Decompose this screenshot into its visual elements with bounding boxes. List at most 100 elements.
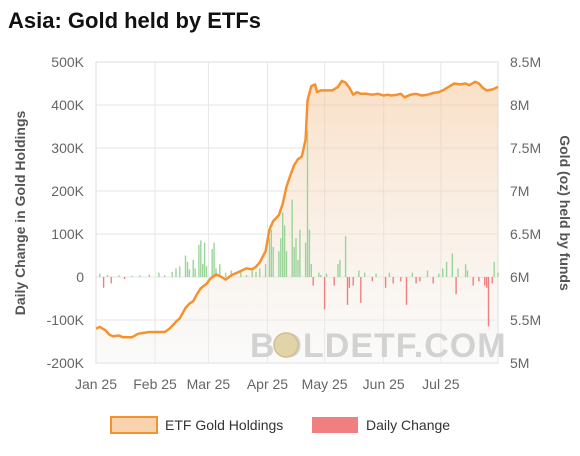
legend-label-daily-change: Daily Change <box>366 417 450 433</box>
daily-change-bar <box>118 275 120 277</box>
daily-change-bar <box>358 270 360 277</box>
legend-item-daily-change[interactable]: Daily Change <box>312 417 450 433</box>
daily-change-bar <box>148 274 150 277</box>
daily-change-bar <box>245 274 248 277</box>
x-tick-label: Jun 25 <box>363 376 405 392</box>
daily-change-bar <box>346 277 349 305</box>
y-right-tick-label: 5M <box>510 355 529 371</box>
daily-change-bar <box>255 271 257 277</box>
daily-change-bar <box>123 277 126 280</box>
daily-change-bar <box>442 268 444 277</box>
daily-change-bar <box>388 272 391 277</box>
daily-change-bar <box>264 264 267 277</box>
daily-change-bar <box>491 277 493 284</box>
y-right-tick-label: 8M <box>510 97 529 113</box>
y-right-axis-title: Gold (oz) held by funds <box>557 135 573 291</box>
daily-change-bar <box>205 266 208 278</box>
daily-change-bar <box>308 229 311 277</box>
daily-change-bar <box>411 272 413 277</box>
daily-change-bar <box>188 269 191 277</box>
chart-title: Asia: Gold held by ETFs <box>8 8 262 33</box>
y-right-tick-label: 5.5M <box>510 312 541 328</box>
y-right-tick-label: 8.5M <box>510 54 541 70</box>
x-tick-label: May 25 <box>302 376 348 392</box>
daily-change-bar <box>464 264 467 277</box>
daily-change-bar <box>106 274 109 277</box>
daily-change-bar <box>285 251 288 277</box>
y-right-axis-ticks: 8.5M 8M 7.5M 7M 6.5M 6M 5.5M 5M <box>510 54 541 371</box>
daily-change-bar <box>283 225 286 277</box>
daily-change-bar <box>293 246 295 277</box>
daily-change-bar <box>310 264 312 277</box>
daily-change-bar <box>200 240 202 277</box>
y-left-axis-title: Daily Change in Gold Holdings <box>12 111 28 316</box>
daily-change-bar <box>259 268 261 277</box>
daily-change-bar <box>360 277 362 303</box>
x-tick-label: Mar 25 <box>187 376 231 392</box>
daily-change-bar <box>163 275 166 277</box>
y-left-axis-ticks: 500K 400K 300K 200K 100K 0 -100K -200K <box>47 54 85 371</box>
daily-change-bar <box>363 272 366 277</box>
daily-change-bar <box>299 229 301 277</box>
daily-change-bar <box>392 277 394 284</box>
daily-change-bar <box>110 277 112 284</box>
daily-change-bar <box>466 270 469 277</box>
daily-change-bar <box>484 277 486 286</box>
daily-change-bar <box>493 261 495 277</box>
daily-change-bar <box>337 264 339 277</box>
daily-change-bar <box>179 266 181 278</box>
legend-item-holdings[interactable]: ETF Gold Holdings <box>110 416 283 434</box>
daily-change-bar <box>348 277 351 288</box>
daily-change-bar <box>312 277 314 286</box>
daily-change-bar <box>304 242 307 277</box>
daily-change-bar <box>318 272 320 277</box>
holdings-line <box>95 79 499 339</box>
daily-change-bar <box>497 272 499 277</box>
daily-change-bar <box>297 259 299 277</box>
watermark: BOLDETF.COM <box>250 327 506 365</box>
daily-change-bar <box>278 251 280 277</box>
x-axis-ticks: Jan 25 Feb 25 Mar 25 Apr 25 May 25 Jun 25 Jul … <box>75 376 460 392</box>
daily-change-bar <box>240 271 242 277</box>
daily-change-bar <box>211 249 213 277</box>
daily-change-bar <box>280 238 282 277</box>
daily-change-bar <box>400 277 402 282</box>
daily-change-bar <box>405 277 408 305</box>
daily-change-bar <box>478 277 480 282</box>
daily-change-bar <box>485 277 488 288</box>
x-tick-label: Apr 25 <box>247 376 288 392</box>
daily-change-bar <box>352 277 354 286</box>
daily-change-bar <box>419 277 421 282</box>
daily-change-bar <box>203 242 206 277</box>
daily-change-bar <box>375 273 377 277</box>
y-right-tick-label: 6.5M <box>510 226 541 242</box>
daily-change-bar <box>455 277 457 295</box>
daily-change-bar <box>291 199 293 277</box>
daily-change-bar <box>194 268 196 277</box>
daily-change-bar <box>323 277 326 310</box>
daily-change-bar <box>451 253 453 277</box>
daily-change-bar <box>384 277 387 288</box>
daily-change-bar <box>438 273 440 277</box>
y-left-tick-label: -100K <box>47 312 85 328</box>
daily-change-bar <box>215 268 217 277</box>
daily-change-bar <box>213 242 215 277</box>
daily-change-bar <box>282 212 284 277</box>
daily-change-bar <box>186 261 189 277</box>
daily-change-bar <box>432 277 434 284</box>
legend[interactable]: ETF Gold Holdings Daily Change <box>110 416 450 434</box>
daily-change-bar <box>344 236 347 277</box>
daily-change-bar <box>198 244 200 278</box>
x-tick-label: Jul 25 <box>422 376 460 392</box>
y-left-tick-label: 100K <box>51 226 84 242</box>
daily-change-bar <box>320 274 322 277</box>
area-layer <box>96 80 498 364</box>
daily-change-bar <box>457 268 459 277</box>
daily-change-bar <box>224 272 227 277</box>
y-right-tick-label: 7.5M <box>510 140 541 156</box>
daily-change-bar <box>306 130 309 277</box>
y-left-tick-label: 0 <box>76 269 84 285</box>
daily-change-bars <box>99 130 499 327</box>
y-left-tick-label: 300K <box>51 140 84 156</box>
daily-change-bar <box>270 229 272 277</box>
